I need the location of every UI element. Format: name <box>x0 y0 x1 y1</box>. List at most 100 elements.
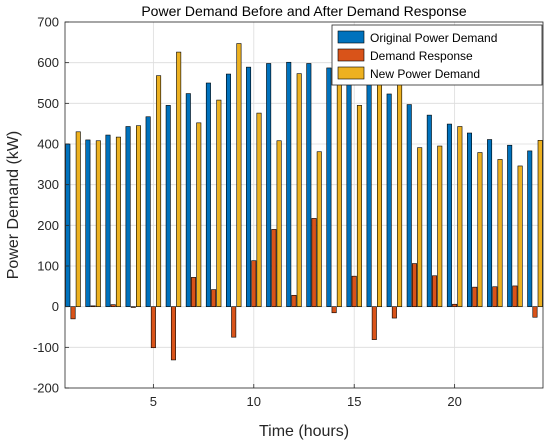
bar-original-demand <box>426 114 432 307</box>
y-tick-label: 600 <box>37 55 59 70</box>
bar-original-demand <box>246 66 252 307</box>
legend-box <box>331 24 543 86</box>
bar-original-demand <box>185 93 191 307</box>
bar-new-demand <box>95 140 101 307</box>
bar-new-demand <box>216 99 222 307</box>
legend-label: Original Power Demand <box>370 31 497 45</box>
bar-original-demand <box>366 83 372 307</box>
bar-new-demand <box>256 112 262 307</box>
bar-original-demand <box>346 74 352 307</box>
bar-new-demand <box>497 159 503 307</box>
bar-demand-response <box>311 218 317 307</box>
bar-new-demand <box>276 140 282 307</box>
y-tick-label: 100 <box>37 259 59 274</box>
bar-demand-response <box>492 286 498 307</box>
bar-demand-response <box>472 286 478 307</box>
x-tick-label: 20 <box>447 394 461 409</box>
bar-original-demand <box>527 150 533 307</box>
bar-demand-response <box>271 229 277 307</box>
bar-demand-response <box>191 277 197 307</box>
bar-demand-response <box>231 306 237 338</box>
bar-new-demand <box>316 151 322 307</box>
bar-original-demand <box>125 126 131 307</box>
x-tick-label: 5 <box>150 394 157 409</box>
bar-new-demand <box>417 147 423 307</box>
bar-demand-response <box>90 305 96 307</box>
bar-demand-response <box>351 275 357 307</box>
plot-frame <box>64 21 544 389</box>
bar-demand-response <box>70 306 76 320</box>
bar-original-demand <box>466 132 472 307</box>
legend: Original Power Demand Demand Response New … <box>331 24 543 86</box>
bar-new-demand <box>296 73 302 307</box>
bar-new-demand <box>477 152 483 307</box>
bar-original-demand <box>266 63 272 307</box>
bar-new-demand <box>437 145 443 307</box>
ticks-layer: -200 -100 0 100 200 300 400 500 600 700 5 10 15 20 <box>33 15 462 410</box>
legend-swatch <box>337 30 365 44</box>
bar-original-demand <box>446 123 452 307</box>
bar-original-demand <box>205 82 211 307</box>
bar-demand-response <box>391 306 397 319</box>
bar-new-demand <box>336 61 342 307</box>
bars-layer <box>65 43 543 361</box>
chart-title: Power Demand Before and After Demand Res… <box>141 3 467 19</box>
bar-original-demand <box>105 134 111 307</box>
y-tick-label: 500 <box>37 96 59 111</box>
bar-original-demand <box>507 144 513 307</box>
bar-original-demand <box>286 61 292 307</box>
bar-new-demand <box>517 165 523 307</box>
bar-new-demand <box>356 105 362 307</box>
bar-new-demand <box>176 51 182 307</box>
bar-demand-response <box>371 306 377 340</box>
bar-original-demand <box>165 105 171 307</box>
y-axis-label: Power Demand (kW) <box>5 131 22 279</box>
bar-new-demand <box>397 82 403 307</box>
bar-original-demand <box>306 63 312 307</box>
bar-original-demand <box>225 73 231 307</box>
bar-demand-response <box>532 306 538 318</box>
y-tick-label: -100 <box>33 340 59 355</box>
bar-new-demand <box>377 50 383 307</box>
bar-original-demand <box>326 67 332 307</box>
bar-demand-response <box>452 303 458 307</box>
x-axis-label: Time (hours) <box>259 423 349 440</box>
bar-original-demand <box>145 116 151 307</box>
y-tick-label: 700 <box>37 15 59 30</box>
bar-demand-response <box>291 294 297 307</box>
bar-demand-response <box>432 275 438 307</box>
bar-demand-response <box>512 285 518 307</box>
bar-demand-response <box>211 289 217 307</box>
y-tick-label: -200 <box>33 381 59 396</box>
x-tick-label: 10 <box>247 394 261 409</box>
bar-original-demand <box>406 104 412 307</box>
bar-new-demand <box>236 43 242 307</box>
bar-new-demand <box>457 126 463 307</box>
bar-new-demand <box>75 131 81 307</box>
bar-demand-response <box>331 306 337 314</box>
x-tick-label: 15 <box>347 394 361 409</box>
y-tick-label: 200 <box>37 218 59 233</box>
bar-demand-response <box>411 263 417 307</box>
legend-label: Demand Response <box>370 49 473 63</box>
bar-new-demand <box>537 140 543 307</box>
bar-original-demand <box>386 93 392 307</box>
bar-new-demand <box>156 75 162 307</box>
bar-new-demand <box>136 125 141 307</box>
bar-demand-response <box>251 260 257 307</box>
legend-swatch <box>337 48 365 62</box>
y-tick-label: 0 <box>52 299 59 314</box>
y-tick-label: 300 <box>37 177 59 192</box>
bar-original-demand <box>487 139 493 307</box>
bar-demand-response <box>130 306 136 308</box>
bar-new-demand <box>115 136 121 307</box>
bar-original-demand <box>85 139 91 307</box>
bar-demand-response <box>110 304 116 307</box>
bar-new-demand <box>196 122 202 307</box>
legend-label: New Power Demand <box>370 67 480 81</box>
legend-swatch <box>337 66 365 80</box>
y-tick-label: 400 <box>37 137 59 152</box>
bar-demand-response <box>170 306 176 361</box>
bar-demand-response <box>150 306 156 349</box>
